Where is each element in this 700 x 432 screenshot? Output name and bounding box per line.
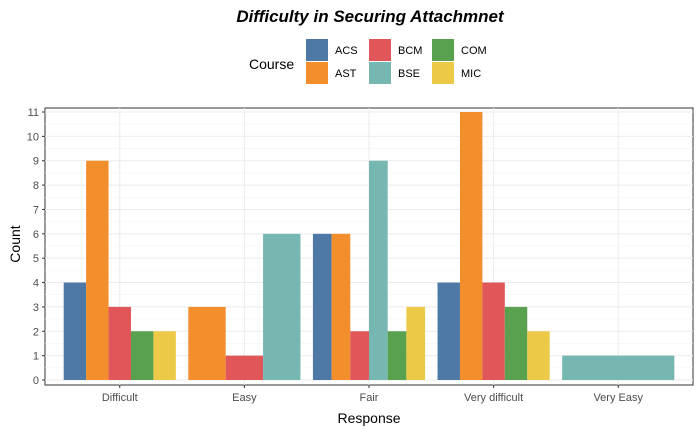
x-tick-label: Difficult — [102, 392, 138, 404]
y-tick-label: 0 — [33, 375, 39, 387]
x-tick-label: Easy — [232, 392, 257, 404]
y-tick-label: 6 — [33, 229, 39, 241]
x-tick-label: Very Easy — [593, 392, 643, 404]
legend-key-acs — [306, 39, 328, 61]
bar-bcm-very-difficult — [482, 282, 505, 380]
y-tick-label: 9 — [33, 156, 39, 168]
bar-ast-very-difficult — [459, 112, 483, 380]
y-axis: 0 1 2 3 4 5 6 7 8 9 10 11 — [27, 107, 45, 387]
chart-title: Difficulty in Securing Attachmnet — [236, 7, 505, 26]
legend-title: Course — [249, 56, 294, 72]
bar-bcm-difficult — [108, 306, 131, 380]
legend-key-ast — [306, 62, 328, 84]
y-tick-label: 5 — [33, 253, 39, 265]
bar-bcm-fair — [350, 331, 369, 380]
plot-area: 0 1 2 3 4 5 6 7 8 9 10 11 Difficult Easy Fair Very dif… — [27, 107, 694, 404]
legend-label-bse: BSE — [398, 68, 420, 80]
bar-bse-easy — [263, 233, 301, 380]
x-axis: Difficult Easy Fair Very difficult Very Easy — [102, 385, 643, 404]
bar-acs-fair — [312, 233, 332, 380]
legend-label-bcm: BCM — [398, 45, 422, 57]
y-tick-label: 10 — [27, 131, 39, 143]
legend-label-ast: AST — [335, 68, 357, 80]
legend-key-mic — [432, 62, 454, 84]
bar-mic-very-difficult — [527, 331, 550, 380]
bar-bse-very-easy — [562, 355, 675, 380]
y-tick-label: 2 — [33, 326, 39, 338]
bar-mic-difficult — [153, 331, 176, 380]
x-tick-label: Fair — [360, 392, 379, 404]
y-tick-label: 7 — [33, 204, 39, 216]
y-axis-title: Count — [7, 225, 23, 262]
legend-key-com — [432, 39, 454, 61]
legend-key-bcm — [369, 39, 391, 61]
bar-bcm-easy — [225, 355, 264, 380]
x-tick-label: Very difficult — [464, 392, 523, 404]
bar-mic-fair — [406, 306, 426, 380]
bar-ast-fair — [331, 233, 351, 380]
bar-ast-difficult — [86, 160, 109, 380]
legend: Course ACS AST BCM BSE COM MIC — [249, 39, 487, 84]
y-tick-label: 11 — [28, 107, 39, 119]
bar-acs-difficult — [63, 282, 87, 380]
bar-com-very-difficult — [504, 306, 528, 380]
bars — [63, 112, 675, 380]
y-tick-label: 4 — [33, 278, 39, 290]
bar-com-fair — [387, 331, 407, 380]
bar-com-difficult — [130, 331, 154, 380]
y-tick-label: 3 — [33, 302, 39, 314]
y-tick-label: 8 — [33, 180, 39, 192]
bar-bse-fair — [369, 160, 388, 380]
bar-acs-very-difficult — [437, 282, 460, 380]
legend-label-mic: MIC — [461, 68, 481, 80]
legend-label-com: COM — [461, 45, 487, 57]
legend-label-acs: ACS — [335, 45, 358, 57]
x-axis-title: Response — [337, 410, 400, 426]
legend-key-bse — [369, 62, 391, 84]
y-tick-label: 1 — [33, 351, 39, 363]
bar-ast-easy — [188, 306, 226, 380]
